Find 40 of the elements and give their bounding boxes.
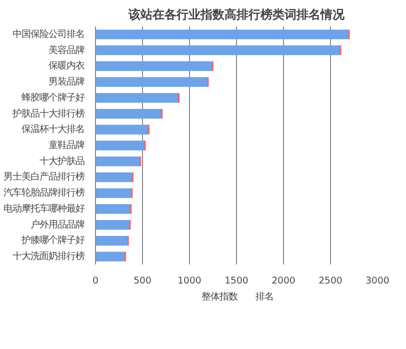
y-tick-label: 汽车轮胎品牌排行榜 — [4, 188, 84, 199]
x-tick-label: 2000 — [272, 276, 296, 286]
bar — [96, 108, 162, 119]
y-tick-label: 护膝哪个牌子好 — [20, 235, 84, 246]
bar — [96, 220, 130, 230]
bar — [96, 204, 131, 214]
bar — [96, 61, 213, 72]
bar — [96, 236, 128, 246]
y-tick-label: 美容品牌 — [48, 44, 84, 56]
x-tick-label: 3000 — [366, 276, 390, 286]
x-tick-label: 1000 — [178, 276, 202, 286]
y-tick-label: 中国保险公司排名 — [12, 28, 84, 40]
bar — [96, 188, 132, 198]
bar — [96, 140, 145, 150]
x-tick-label: 2500 — [318, 276, 342, 286]
y-tick-label: 男士美白产品排行榜 — [4, 172, 84, 183]
y-tick-label: 十大护肤品 — [40, 156, 84, 167]
x-tick-label: 500 — [134, 276, 152, 286]
bar — [96, 77, 208, 87]
bar — [96, 252, 126, 262]
x-tick-label: 0 — [92, 276, 99, 286]
y-tick-label: 童鞋品牌 — [48, 140, 84, 151]
chart-title: 该站在各行业指数高排行榜类词排名情况 — [128, 8, 346, 22]
y-tick-label: 电动摩托车哪种最好 — [4, 203, 84, 214]
y-tick-label: 保温杯十大排名 — [22, 124, 84, 136]
bar — [96, 93, 179, 103]
y-tick-label: 护肤品十大排行榜 — [12, 108, 84, 120]
y-tick-label: 十大洗面奶排行榜 — [12, 251, 84, 262]
bar — [96, 30, 349, 40]
y-tick-label: 户外用品品牌 — [30, 219, 84, 230]
bar — [96, 124, 149, 134]
bar — [96, 172, 133, 182]
bar — [96, 156, 140, 166]
x-tick-label: 1500 — [224, 276, 248, 286]
y-tick-label: 保暖内衣 — [48, 60, 84, 72]
y-tick-label: 蜂胶哪个牌子好 — [22, 92, 84, 104]
text: 整体指数 — [202, 290, 238, 304]
text: 排名 — [256, 290, 274, 304]
bar — [96, 45, 340, 56]
y-tick-label: 男装品牌 — [48, 76, 84, 88]
